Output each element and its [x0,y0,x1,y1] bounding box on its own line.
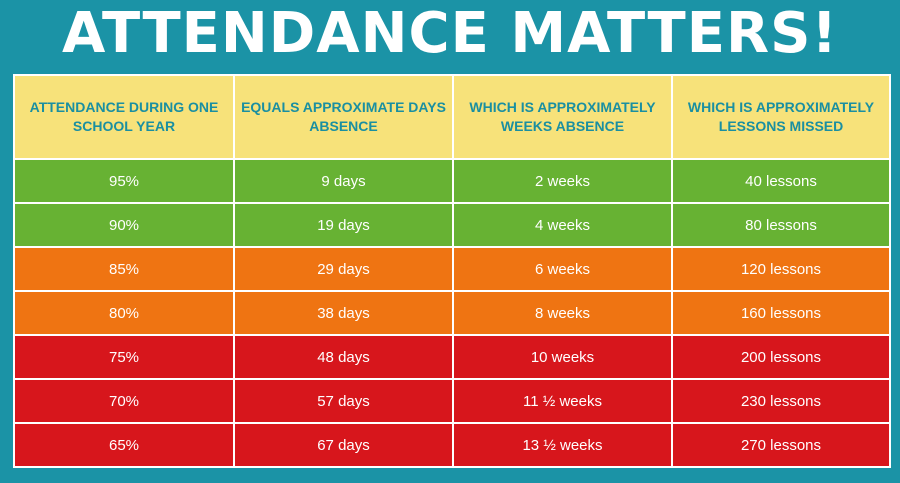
attendance-cell: 90% [13,202,235,248]
lessons-cell: 120 lessons [671,246,891,292]
poster-title: ATTENDANCE MATTERS! [62,1,838,66]
days-cell: 29 days [233,246,454,292]
weeks-cell: 8 weeks [452,290,673,336]
attendance-cell: 75% [13,334,235,380]
days-cell: 19 days [233,202,454,248]
attendance-cell: 65% [13,422,235,468]
weeks-cell: 13 ½ weeks [452,422,673,468]
attendance-table-container: ATTENDANCE DURING ONE SCHOOL YEAR EQUALS… [13,74,891,468]
header-attendance: ATTENDANCE DURING ONE SCHOOL YEAR [13,74,235,160]
attendance-cell: 70% [13,378,235,424]
days-cell: 67 days [233,422,454,468]
lessons-cell: 200 lessons [671,334,891,380]
table-row: 75% 48 days 10 weeks 200 lessons [13,334,891,380]
weeks-cell: 11 ½ weeks [452,378,673,424]
days-cell: 38 days [233,290,454,336]
days-cell: 48 days [233,334,454,380]
table-row: 70% 57 days 11 ½ weeks 230 lessons [13,378,891,424]
attendance-cell: 85% [13,246,235,292]
weeks-cell: 6 weeks [452,246,673,292]
attendance-cell: 80% [13,290,235,336]
table-row: 90% 19 days 4 weeks 80 lessons [13,202,891,248]
table-row: 65% 67 days 13 ½ weeks 270 lessons [13,422,891,468]
lessons-cell: 80 lessons [671,202,891,248]
lessons-cell: 270 lessons [671,422,891,468]
weeks-cell: 4 weeks [452,202,673,248]
days-cell: 57 days [233,378,454,424]
header-weeks-absence: WHICH IS APPROXIMATELY WEEKS ABSENCE [452,74,673,160]
weeks-cell: 2 weeks [452,158,673,204]
table-row: 95% 9 days 2 weeks 40 lessons [13,158,891,204]
weeks-cell: 10 weeks [452,334,673,380]
lessons-cell: 40 lessons [671,158,891,204]
table-row: 85% 29 days 6 weeks 120 lessons [13,246,891,292]
header-lessons-missed: WHICH IS APPROXIMATELY LESSONS MISSED [671,74,891,160]
attendance-table: ATTENDANCE DURING ONE SCHOOL YEAR EQUALS… [13,74,891,468]
lessons-cell: 230 lessons [671,378,891,424]
days-cell: 9 days [233,158,454,204]
lessons-cell: 160 lessons [671,290,891,336]
attendance-cell: 95% [13,158,235,204]
table-row: 80% 38 days 8 weeks 160 lessons [13,290,891,336]
table-header-row: ATTENDANCE DURING ONE SCHOOL YEAR EQUALS… [13,74,891,160]
header-days-absence: EQUALS APPROXIMATE DAYS ABSENCE [233,74,454,160]
